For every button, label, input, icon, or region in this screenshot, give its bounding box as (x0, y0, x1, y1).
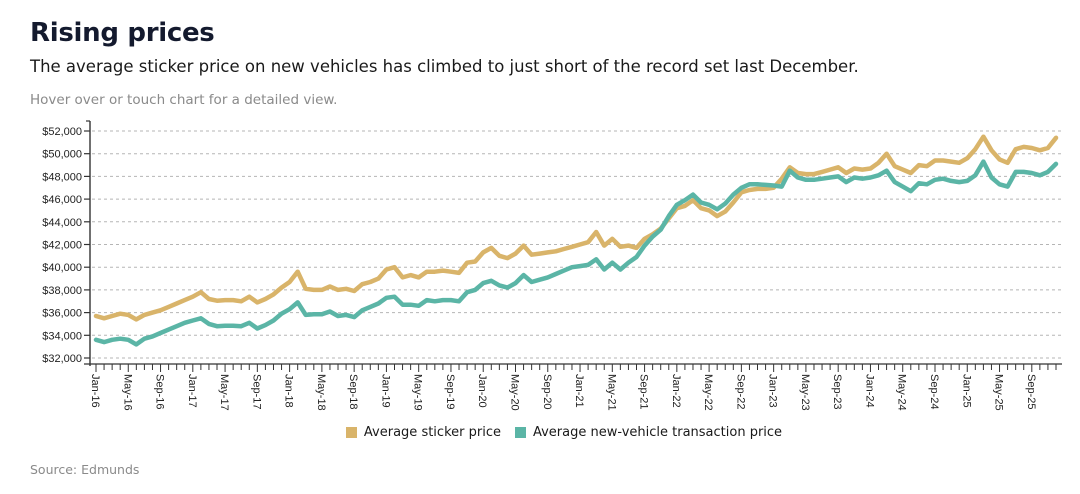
x-tick-label: May-24 (896, 374, 908, 411)
y-tick-label: $34,000 (42, 330, 82, 342)
x-tick-label: Jan-16 (89, 374, 101, 408)
x-tick-label: May-23 (799, 374, 811, 411)
chart-subtitle: The average sticker price on new vehicle… (30, 57, 859, 76)
x-tick-label: Sep-21 (638, 374, 650, 409)
chart-title: Rising prices (30, 18, 215, 48)
x-tick-label: Sep-25 (1025, 374, 1037, 409)
x-tick-label: May-16 (121, 374, 133, 411)
legend-item-sticker[interactable]: Average sticker price (345, 425, 501, 440)
y-tick-label: $40,000 (42, 262, 82, 274)
hover-hint: Hover over or touch chart for a detailed… (30, 92, 338, 108)
x-tick-label: Jan-18 (283, 374, 295, 408)
x-tick-label: Sep-20 (541, 374, 553, 409)
x-tick-label: May-20 (508, 374, 520, 411)
y-tick-label: $48,000 (42, 171, 82, 183)
x-tick-label: Sep-24 (928, 374, 940, 409)
x-tick-label: Sep-18 (347, 374, 359, 409)
legend-label-sticker: Average sticker price (363, 425, 501, 440)
x-tick-label: Jan-24 (863, 374, 875, 408)
y-tick-label: $36,000 (42, 308, 82, 320)
y-tick-label: $46,000 (42, 194, 82, 206)
y-tick-label: $44,000 (42, 217, 82, 229)
x-tick-label: May-18 (315, 374, 327, 411)
x-tick-label: Jan-21 (573, 374, 585, 408)
x-tick-label: May-22 (702, 374, 714, 411)
x-tick-label: Jan-19 (379, 374, 391, 408)
x-tick-label: Sep-23 (831, 374, 843, 409)
legend-item-transaction[interactable]: Average new-vehicle transaction price (514, 425, 783, 440)
y-tick-label: $50,000 (42, 149, 82, 161)
x-tick-label: Sep-17 (250, 374, 262, 409)
legend-swatch-sticker (345, 427, 357, 438)
legend-label-transaction: Average new-vehicle transaction price (532, 425, 783, 440)
x-tick-label: Jan-22 (670, 374, 682, 408)
line-chart[interactable]: $32,000 $34,000 $36,000 $38,000 $40,000 $42,0… (0, 0, 1080, 420)
x-tick-label: Sep-19 (444, 374, 456, 409)
y-axis: $32,000 $34,000 $36,000 $38,000 $40,000 $42,0… (42, 120, 91, 366)
x-tick-label: Jan-20 (476, 374, 488, 408)
series-line-sticker-price[interactable] (93, 134, 1059, 322)
x-tick-label: May-21 (605, 374, 617, 411)
x-tick-label: Jan-25 (960, 374, 972, 408)
legend-swatch-transaction (514, 427, 526, 438)
y-tick-label: $32,000 (42, 353, 82, 365)
series-line-transaction-price[interactable] (93, 159, 1059, 347)
legend: Average sticker price Average new-vehicl… (0, 425, 1080, 440)
series-lines[interactable] (93, 134, 1059, 348)
y-tick-label: $38,000 (42, 285, 82, 297)
x-tick-label: May-17 (218, 374, 230, 411)
x-tick-label: May-19 (412, 374, 424, 411)
x-tick-label: May-25 (993, 374, 1005, 411)
x-tick-label: Sep-22 (734, 374, 746, 409)
x-axis: Jan-16 May-16 Sep-16 Jan-17 May-17 Sep-17 Jan-… (84, 363, 1062, 411)
y-tick-label: $52,000 (42, 126, 82, 138)
x-tick-label: Jan-17 (186, 374, 198, 408)
y-tick-label: $42,000 (42, 240, 82, 252)
x-tick-label: Sep-16 (154, 374, 166, 409)
x-tick-label: Jan-23 (767, 374, 779, 408)
source-note: Source: Edmunds (30, 462, 140, 477)
